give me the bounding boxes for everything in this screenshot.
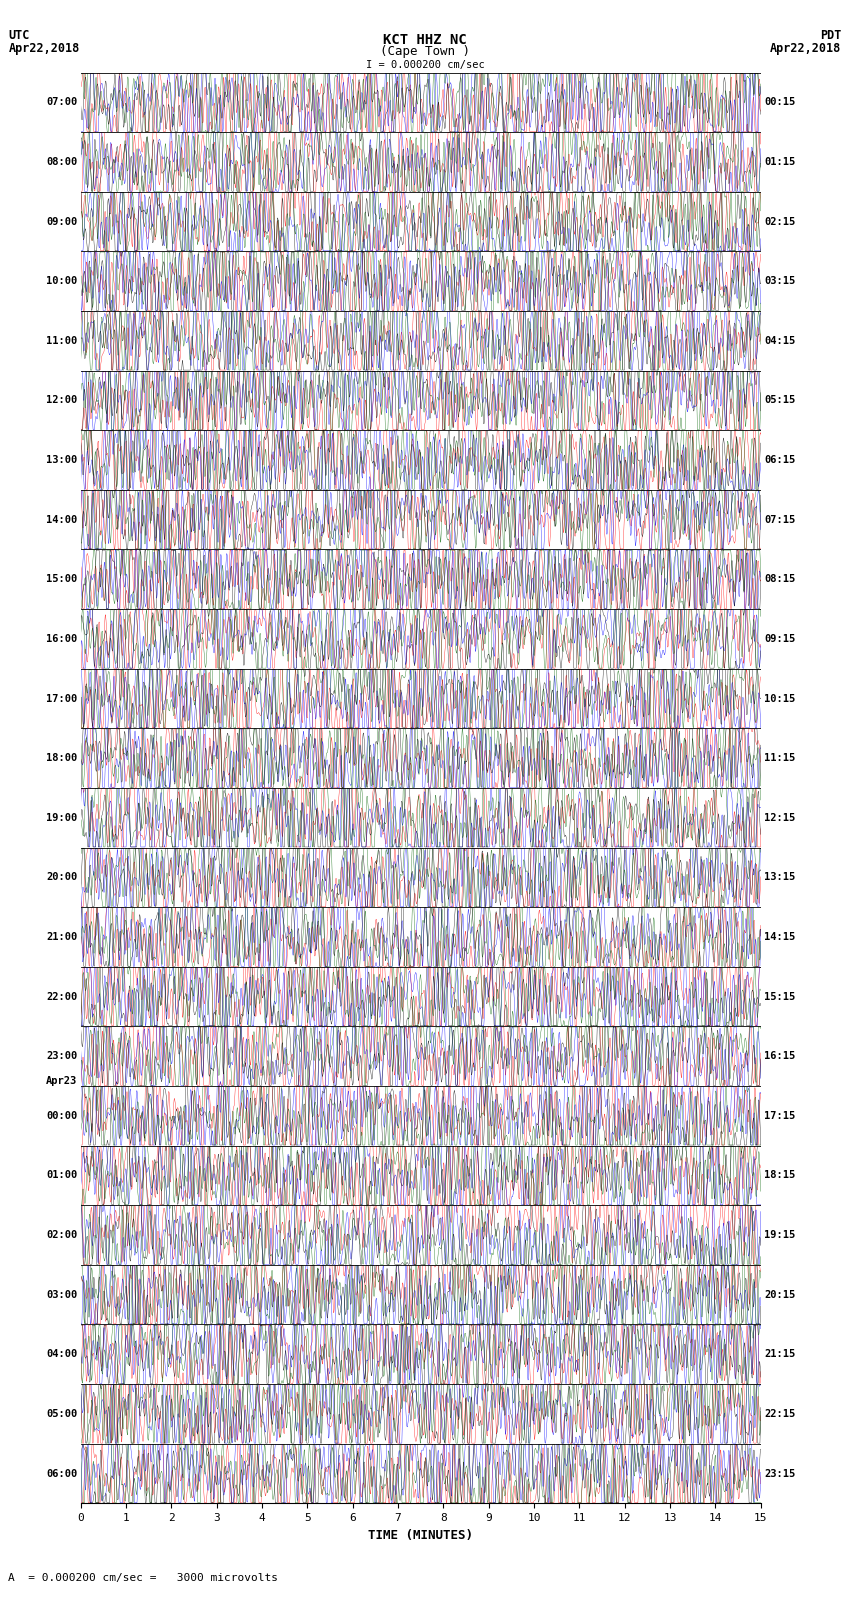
X-axis label: TIME (MINUTES): TIME (MINUTES) [368,1529,473,1542]
Text: 08:15: 08:15 [764,574,796,584]
Text: 19:00: 19:00 [46,813,77,823]
Text: 15:15: 15:15 [764,992,796,1002]
Text: 13:00: 13:00 [46,455,77,465]
Text: 05:15: 05:15 [764,395,796,405]
Text: 22:00: 22:00 [46,992,77,1002]
Text: 00:00: 00:00 [46,1111,77,1121]
Text: 07:00: 07:00 [46,97,77,108]
Text: Apr22,2018: Apr22,2018 [770,42,842,55]
Text: 18:15: 18:15 [764,1171,796,1181]
Text: 09:15: 09:15 [764,634,796,644]
Text: 00:15: 00:15 [764,97,796,108]
Text: 03:15: 03:15 [764,276,796,286]
Text: 22:15: 22:15 [764,1408,796,1419]
Text: 23:00: 23:00 [46,1052,77,1061]
Text: 15:00: 15:00 [46,574,77,584]
Text: 06:15: 06:15 [764,455,796,465]
Text: 04:15: 04:15 [764,336,796,345]
Text: 14:00: 14:00 [46,515,77,524]
Text: 03:00: 03:00 [46,1290,77,1300]
Text: 06:00: 06:00 [46,1468,77,1479]
Text: 16:00: 16:00 [46,634,77,644]
Text: 10:15: 10:15 [764,694,796,703]
Text: 23:15: 23:15 [764,1468,796,1479]
Text: 05:00: 05:00 [46,1408,77,1419]
Text: 12:00: 12:00 [46,395,77,405]
Text: 02:00: 02:00 [46,1231,77,1240]
Text: 17:00: 17:00 [46,694,77,703]
Text: 10:00: 10:00 [46,276,77,286]
Text: 11:15: 11:15 [764,753,796,763]
Text: 21:15: 21:15 [764,1350,796,1360]
Text: 19:15: 19:15 [764,1231,796,1240]
Text: UTC: UTC [8,29,30,42]
Text: 16:15: 16:15 [764,1052,796,1061]
Text: 04:00: 04:00 [46,1350,77,1360]
Text: Apr22,2018: Apr22,2018 [8,42,80,55]
Text: A  = 0.000200 cm/sec =   3000 microvolts: A = 0.000200 cm/sec = 3000 microvolts [8,1573,279,1582]
Text: Apr23: Apr23 [46,1076,77,1086]
Text: 20:15: 20:15 [764,1290,796,1300]
Text: KCT HHZ NC: KCT HHZ NC [383,32,467,47]
Text: 07:15: 07:15 [764,515,796,524]
Text: 13:15: 13:15 [764,873,796,882]
Text: PDT: PDT [820,29,842,42]
Text: 20:00: 20:00 [46,873,77,882]
Text: 11:00: 11:00 [46,336,77,345]
Text: 08:00: 08:00 [46,156,77,168]
Text: 14:15: 14:15 [764,932,796,942]
Text: 02:15: 02:15 [764,216,796,226]
Text: 17:15: 17:15 [764,1111,796,1121]
Text: 01:15: 01:15 [764,156,796,168]
Text: 09:00: 09:00 [46,216,77,226]
Text: 18:00: 18:00 [46,753,77,763]
Text: 01:00: 01:00 [46,1171,77,1181]
Text: (Cape Town ): (Cape Town ) [380,45,470,58]
Text: 12:15: 12:15 [764,813,796,823]
Text: I = 0.000200 cm/sec: I = 0.000200 cm/sec [366,60,484,69]
Text: 21:00: 21:00 [46,932,77,942]
